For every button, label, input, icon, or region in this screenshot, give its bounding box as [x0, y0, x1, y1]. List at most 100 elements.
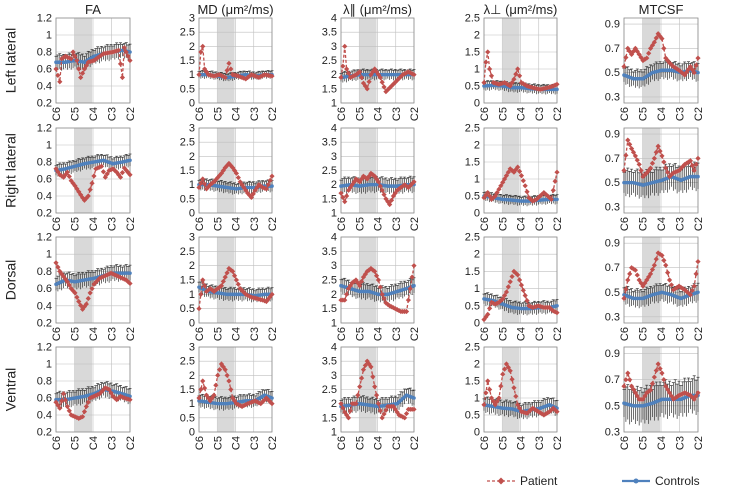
- patient-point: [487, 66, 493, 72]
- patient-point: [127, 280, 133, 287]
- patient-point: [668, 282, 675, 288]
- patient-point: [409, 181, 415, 187]
- row-label-0: Left lateral: [3, 28, 19, 93]
- patient-point: [360, 367, 367, 373]
- x-tick-label: C3: [391, 436, 403, 450]
- patient-point: [104, 386, 110, 392]
- patient-point: [237, 402, 243, 409]
- y-tick-label: 1.5: [465, 266, 480, 278]
- patient-point: [125, 279, 131, 285]
- patient-point: [74, 186, 80, 192]
- y-tick-label: 2: [189, 151, 195, 163]
- patient-point: [379, 187, 385, 193]
- patient-point: [207, 286, 213, 292]
- patient-point: [663, 262, 669, 268]
- y-tick-label: 0.5: [465, 81, 480, 93]
- patient-point: [222, 74, 228, 81]
- patient-point: [119, 275, 126, 281]
- patient-point: [492, 193, 498, 199]
- patient-point: [546, 409, 553, 415]
- patient-point: [623, 152, 629, 158]
- panel-FA-3: 1.2 1 0.8 0.6 0.4 0.2C6 C5 C4 C3 C2: [37, 342, 137, 451]
- patient-point: [81, 66, 88, 72]
- panel-MD-1: 3 2.5 2 1.5 1 0.5 0C6 C5 C4 C3 C2: [180, 123, 279, 232]
- patient-point: [114, 397, 120, 403]
- patient-point: [112, 272, 118, 278]
- patient-point: [657, 365, 663, 372]
- x-tick-label: C6: [51, 436, 63, 450]
- patient-point: [358, 278, 365, 285]
- x-tick-label: C6: [479, 327, 491, 341]
- patient-point: [691, 70, 697, 76]
- patient-point: [689, 394, 695, 400]
- x-tick-label: C6: [619, 107, 631, 121]
- patient-point: [550, 83, 556, 89]
- patient-point: [655, 143, 661, 149]
- x-tick-label: C6: [51, 327, 63, 341]
- patient-point: [72, 290, 78, 296]
- patient-point: [83, 403, 89, 410]
- patient-point: [520, 178, 526, 184]
- patient-point: [411, 406, 417, 412]
- panel-frame: [198, 127, 273, 214]
- patient-point: [693, 393, 699, 399]
- patient-point: [119, 74, 126, 81]
- x-tick-label: C4: [656, 436, 668, 450]
- y-tick-label: 0.5: [180, 193, 195, 205]
- patient-point: [501, 176, 508, 182]
- y-tick-label: 0.5: [605, 287, 620, 299]
- patient-point: [492, 402, 498, 408]
- patient-point: [377, 408, 383, 414]
- patient-point: [515, 66, 521, 72]
- x-tick-label: C3: [534, 217, 546, 231]
- patient-point: [381, 191, 387, 198]
- y-tick-label: 0.4: [37, 81, 52, 93]
- patient-point: [642, 280, 648, 286]
- patient-point: [649, 160, 656, 166]
- patient-point: [226, 378, 232, 384]
- patient-point: [220, 73, 226, 80]
- patient-point: [224, 270, 230, 276]
- patient-point: [531, 406, 538, 412]
- patient-point: [351, 73, 357, 79]
- x-tick-label: C5: [497, 327, 509, 341]
- patient-point: [202, 385, 208, 391]
- controls-point: [696, 70, 700, 75]
- x-tick-label: C2: [409, 107, 421, 121]
- patient-point: [411, 72, 417, 78]
- patient-point: [503, 361, 510, 367]
- x-tick-label: C2: [552, 217, 564, 231]
- patient-point: [196, 72, 202, 78]
- patient-point: [554, 409, 560, 415]
- patient-point: [383, 407, 389, 413]
- patient-point: [655, 31, 661, 37]
- patient-point: [357, 283, 363, 289]
- patient-point: [78, 74, 84, 81]
- patient-point: [515, 164, 521, 170]
- patient-point: [357, 384, 363, 390]
- panel-frame: [483, 236, 558, 324]
- y-tick-label: 0.5: [605, 177, 620, 189]
- patient-point: [661, 257, 667, 263]
- patient-point: [119, 394, 126, 400]
- patient-point: [117, 393, 124, 399]
- patient-point: [638, 54, 644, 61]
- x-tick-label: C5: [354, 107, 366, 121]
- panel-AD-0: 4 3.5 3 2.5 2 1.5 1C6 C5 C4 C3 C2: [322, 13, 421, 122]
- patient-point: [224, 372, 230, 378]
- y-tick-label: 4: [331, 123, 337, 135]
- shaded-region: [74, 347, 93, 432]
- legend-patient-marker: [497, 477, 505, 485]
- y-tick-label: 3: [331, 370, 337, 382]
- patient-point: [127, 172, 133, 178]
- panel-AD-2: 4 3.5 3 2.5 2 1.5 1C6 C5 C4 C3 C2: [322, 232, 421, 342]
- patient-point: [76, 298, 82, 305]
- patient-point: [682, 72, 688, 78]
- y-tick-label: 3.5: [322, 27, 337, 39]
- y-tick-label: 2.5: [465, 232, 480, 244]
- x-tick-label: C2: [409, 327, 421, 341]
- patient-point: [539, 411, 545, 417]
- patient-point: [653, 256, 659, 262]
- patient-point: [666, 60, 673, 66]
- patient-point: [375, 277, 382, 283]
